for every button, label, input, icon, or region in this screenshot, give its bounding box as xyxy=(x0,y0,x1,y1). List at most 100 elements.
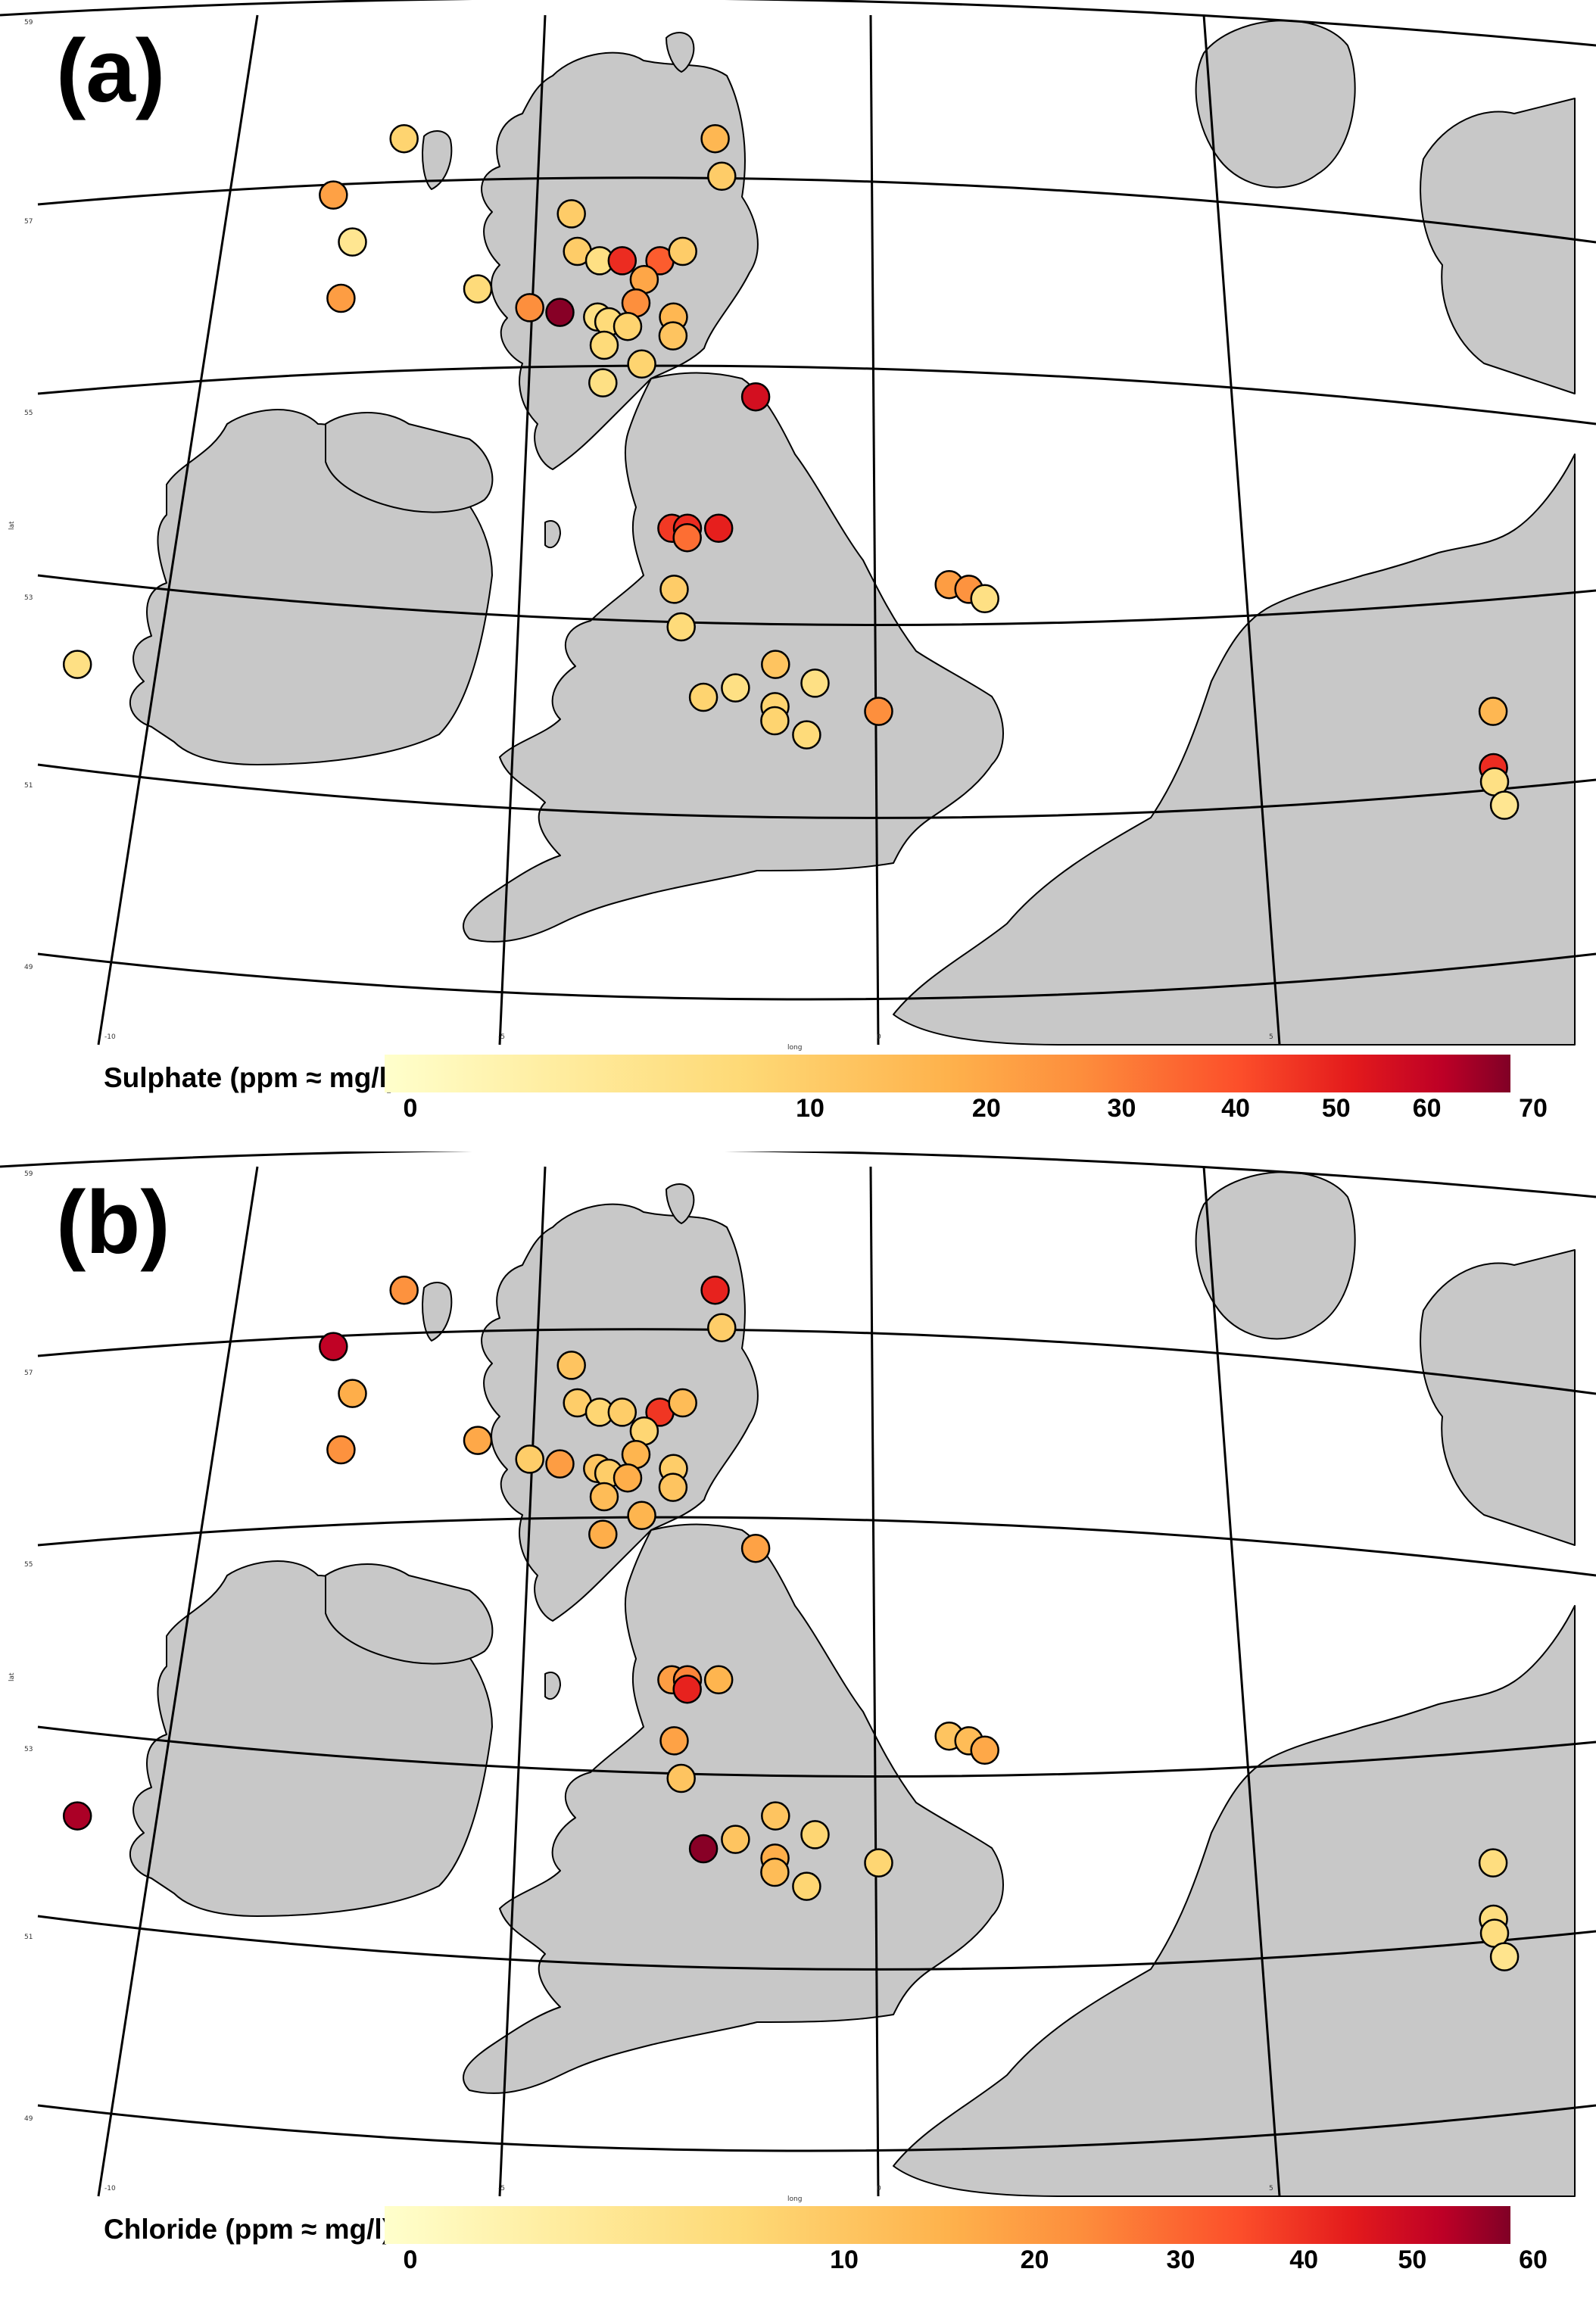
shetland-land xyxy=(666,1183,695,1224)
sample-site-25 xyxy=(627,1501,656,1531)
sample-site-3 xyxy=(319,1332,348,1361)
sample-site-37 xyxy=(761,1801,790,1831)
sample-site-21 xyxy=(613,311,643,341)
sample-site-44 xyxy=(864,697,893,726)
lat-label-53: 53 xyxy=(24,1746,33,1753)
colorbar-tick-40: 40 xyxy=(1221,1094,1250,1123)
lon-line-minus10 xyxy=(97,14,259,1046)
sample-site-40 xyxy=(688,1834,719,1864)
sample-site-26 xyxy=(588,368,618,397)
sample-site-21 xyxy=(613,1463,643,1493)
colorbar-tick-20: 20 xyxy=(971,1094,1001,1123)
shetland-land xyxy=(666,32,695,73)
lon-label-minus5: -5 xyxy=(498,2185,505,2192)
lat-line-55 xyxy=(37,1516,1596,1577)
lat-line-49 xyxy=(37,2104,1596,2152)
x-axis-label: long xyxy=(787,1044,802,1052)
sample-site-33 xyxy=(666,612,696,642)
land-masses xyxy=(129,20,1576,1046)
sample-site-37 xyxy=(761,650,790,679)
lat-label-49: 49 xyxy=(24,964,33,971)
y-axis-label: lat xyxy=(8,521,16,530)
lat-line-57 xyxy=(37,176,1596,244)
england-wales-land xyxy=(462,1523,1004,2094)
colorbar-tick-40: 40 xyxy=(1289,2245,1319,2274)
lon-label-5: 5 xyxy=(1269,1033,1273,1041)
sample-site-44 xyxy=(864,1848,893,1878)
sample-site-23 xyxy=(658,1472,688,1502)
sample-sites-panel-a xyxy=(62,123,1520,820)
sample-site-38 xyxy=(800,668,830,698)
sample-site-11 xyxy=(607,246,637,276)
sample-site-31 xyxy=(703,1665,734,1695)
sample-site-40 xyxy=(688,682,719,712)
sample-site-24 xyxy=(589,330,619,360)
lat-line-51 xyxy=(37,763,1596,819)
lon-label-minus10: -10 xyxy=(104,2185,116,2192)
lat-label-59: 59 xyxy=(24,1170,33,1178)
colorbar-chloride xyxy=(385,2206,1510,2244)
sample-site-7 xyxy=(707,1313,737,1343)
sample-site-45 xyxy=(1478,697,1508,726)
sample-site-39 xyxy=(721,1825,750,1854)
hebrides-land xyxy=(422,1282,453,1342)
lat-line-57 xyxy=(37,1328,1596,1395)
lon-line-5 xyxy=(1202,14,1281,1046)
sample-site-27 xyxy=(740,1533,771,1563)
lon-line-minus5 xyxy=(498,1166,547,2197)
sample-site-24 xyxy=(589,1482,619,1512)
northern-ireland-land xyxy=(325,412,494,513)
sample-site-6 xyxy=(700,1275,730,1305)
x-axis-label: long xyxy=(787,2195,802,2203)
isle-of-man-land xyxy=(544,1672,561,1700)
sample-site-16 xyxy=(463,274,493,304)
sample-site-2 xyxy=(389,123,419,154)
sample-site-42 xyxy=(760,706,790,736)
lon-label-minus10: -10 xyxy=(104,1033,116,1041)
colorbar-sulphate xyxy=(385,1055,1510,1092)
sample-site-43 xyxy=(792,720,821,749)
sample-site-5 xyxy=(326,283,356,313)
isle-of-man-land xyxy=(544,520,561,549)
sample-site-2 xyxy=(389,1275,419,1305)
sample-site-36 xyxy=(970,1735,999,1765)
colorbar-title-sulphate: Sulphate (ppm ≈ mg/l) xyxy=(104,1062,397,1093)
sample-site-3 xyxy=(319,180,348,210)
colorbar-tick-20: 20 xyxy=(1020,2245,1049,2274)
lat-label-53: 53 xyxy=(24,594,33,602)
sample-site-42 xyxy=(760,1857,790,1887)
sample-site-32 xyxy=(659,575,689,604)
lat-label-55: 55 xyxy=(24,410,33,417)
sample-site-43 xyxy=(792,1871,821,1901)
lat-label-51: 51 xyxy=(24,782,33,790)
sample-site-11 xyxy=(607,1398,637,1427)
sample-site-39 xyxy=(721,673,750,703)
sample-site-36 xyxy=(970,584,999,614)
lon-line-minus10 xyxy=(97,1166,259,2197)
map-panel-b: 59 57 55 53 51 49 -10 -5 0 5 long lat xyxy=(0,1152,1596,2203)
denmark-land xyxy=(1420,1249,1576,1546)
land-masses xyxy=(129,1171,1576,2197)
sample-site-32 xyxy=(659,1726,689,1756)
colorbar-tick-0: 0 xyxy=(403,2245,418,2274)
colorbar-tick-30: 30 xyxy=(1166,2245,1195,2274)
sample-site-48 xyxy=(1489,790,1520,820)
lon-line-0 xyxy=(869,1166,880,2197)
lat-line-59 xyxy=(0,0,1596,47)
sample-site-45 xyxy=(1478,1848,1508,1878)
graticule xyxy=(0,1152,1596,2197)
lat-label-49: 49 xyxy=(24,2115,33,2123)
sample-site-26 xyxy=(588,1519,618,1549)
colorbar-tick-10: 10 xyxy=(830,2245,859,2274)
axis-tick-labels: 59 57 55 53 51 49 -10 -5 0 5 long lat xyxy=(8,19,1273,1052)
map-panel-a: 59 57 55 53 51 49 -10 -5 0 5 long lat xyxy=(0,0,1596,1052)
sample-site-18 xyxy=(545,298,575,327)
lat-label-51: 51 xyxy=(24,1934,33,1941)
lat-line-59 xyxy=(0,1152,1596,1198)
lat-line-53 xyxy=(37,574,1596,626)
lat-line-55 xyxy=(37,364,1596,425)
lon-line-minus5 xyxy=(498,14,547,1046)
sample-site-49 xyxy=(62,1801,92,1831)
sample-site-4 xyxy=(338,227,367,257)
sample-site-4 xyxy=(338,1379,367,1408)
